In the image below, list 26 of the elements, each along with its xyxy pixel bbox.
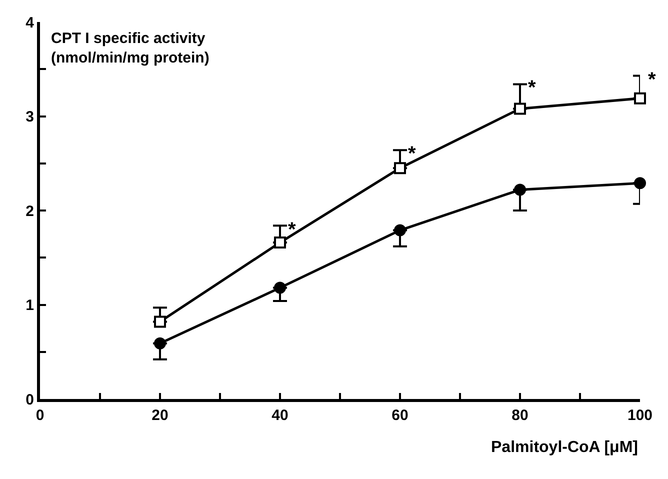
point bbox=[634, 92, 646, 104]
x-tick-label: 80 bbox=[512, 407, 528, 424]
annotation: * bbox=[408, 143, 416, 165]
x-tick-label: 20 bbox=[152, 407, 168, 424]
y-tick-label: 4 bbox=[26, 14, 35, 32]
annotation: * bbox=[528, 77, 536, 99]
y-tick-label: 0 bbox=[26, 391, 34, 408]
point bbox=[394, 224, 406, 236]
point bbox=[634, 177, 646, 190]
x-tick-label: 40 bbox=[272, 407, 288, 424]
point bbox=[394, 162, 406, 174]
annotation: * bbox=[288, 219, 296, 241]
point bbox=[154, 316, 166, 328]
x-axis-title: Palmitoyl-CoA [μM] bbox=[491, 439, 638, 456]
y-tick-label: 2 bbox=[26, 202, 34, 220]
point bbox=[514, 102, 526, 115]
point bbox=[274, 282, 286, 294]
y-axis-title: CPT I specific activity (nmol/min/mg protein) bbox=[51, 30, 210, 66]
x-tick-label: 100 bbox=[627, 407, 653, 424]
point bbox=[154, 337, 166, 350]
x-tick-label: 60 bbox=[392, 407, 408, 424]
annotation: * bbox=[648, 69, 656, 91]
y-tick-label: 3 bbox=[26, 108, 34, 126]
point bbox=[514, 184, 526, 196]
y-tick-label: 1 bbox=[26, 297, 34, 314]
point bbox=[274, 236, 286, 249]
